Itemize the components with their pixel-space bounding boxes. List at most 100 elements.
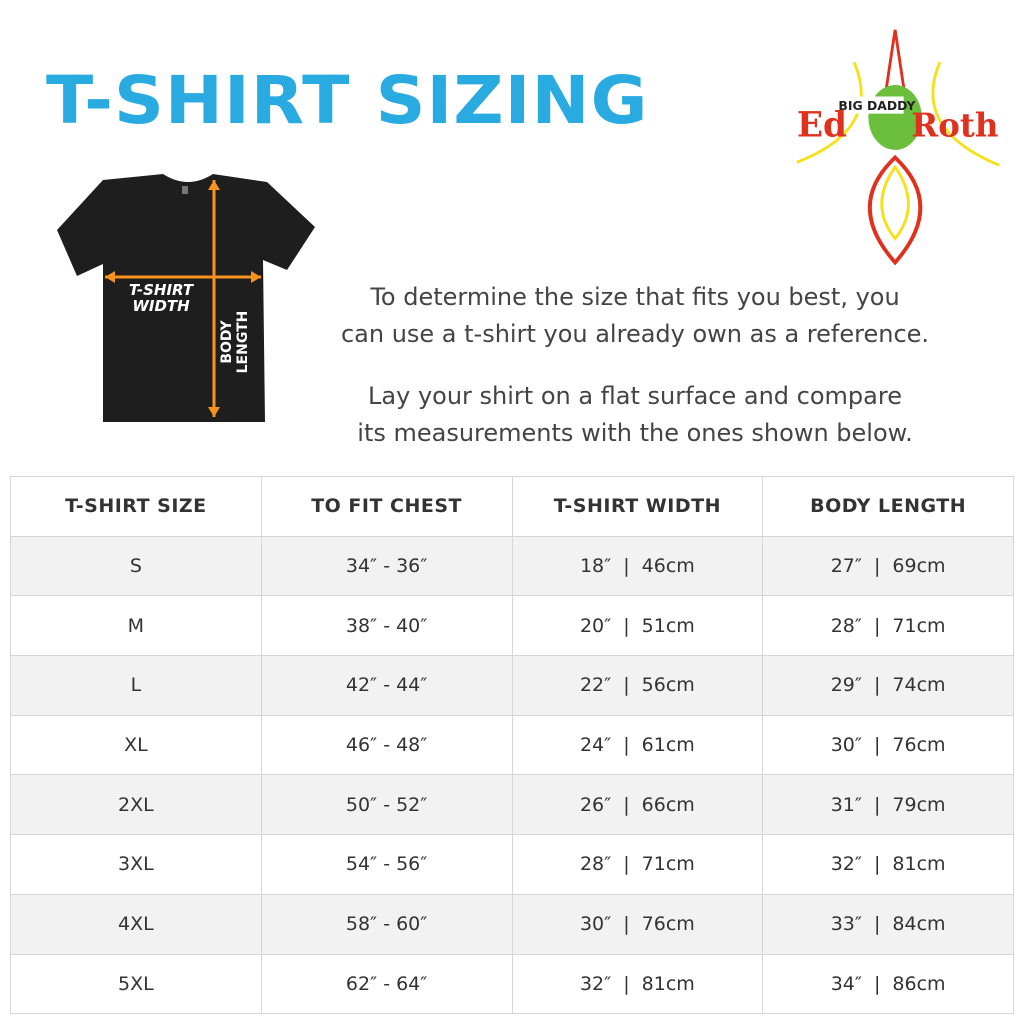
tshirt-shape (57, 174, 315, 422)
intro-line: can use a t-shirt you already own as a r… (340, 320, 930, 348)
cell-width: 28″ | 71cm (511, 834, 764, 895)
length-cm: 71cm (892, 614, 946, 637)
svg-text:BIG DADDY: BIG DADDY (838, 98, 916, 113)
separator: | (873, 853, 881, 876)
width-in: 24″ (579, 734, 612, 757)
header-width: T-SHIRT WIDTH (511, 476, 764, 537)
cell-chest: 46″ - 48″ (260, 714, 513, 776)
cell-chest: 34″ - 36″ (260, 535, 513, 597)
cell-length: 32″ | 81cm (762, 834, 1014, 895)
width-in: 18″ (579, 555, 612, 578)
length-in: 30″ (830, 734, 862, 757)
cell-chest: 50″ - 52″ (260, 774, 513, 836)
length-in: 27″ (830, 555, 862, 578)
length-cm: 81cm (892, 853, 946, 876)
width-in: 22″ (579, 674, 612, 697)
cell-chest: 42″ - 44″ (260, 655, 513, 716)
width-cm: 61cm (641, 734, 695, 757)
header-length: BODY LENGTH (762, 476, 1014, 537)
tshirt-diagram: T-SHIRT WIDTH BODY LENGTH (57, 174, 315, 422)
width-cm: 46cm (641, 555, 695, 578)
width-label-2: WIDTH (132, 297, 190, 315)
length-cm: 74cm (892, 674, 946, 697)
table-row: XL 46″ - 48″ 24″ | 61cm 30″ | 76cm (10, 714, 1014, 776)
length-in: 32″ (830, 853, 862, 876)
separator: | (623, 674, 630, 697)
intro-paragraph-1: To determine the size that fits you best… (300, 279, 970, 353)
cell-width: 24″ | 61cm (511, 714, 764, 776)
length-in: 31″ (830, 793, 862, 816)
arrows-icon (105, 180, 261, 417)
cell-size: XL (10, 714, 262, 776)
cell-width: 18″ | 46cm (511, 535, 764, 597)
table-row: 2XL 50″ - 52″ 26″ | 66cm 31″ | 79cm (10, 774, 1014, 836)
length-label-1: BODY (219, 319, 235, 363)
cell-size: S (10, 535, 262, 597)
length-cm: 79cm (892, 793, 946, 816)
width-cm: 81cm (641, 972, 695, 995)
separator: | (623, 555, 630, 578)
length-cm: 86cm (892, 972, 946, 995)
page-title: T-SHIRT SIZING (46, 62, 649, 139)
cell-width: 26″ | 66cm (511, 774, 764, 836)
header-chest: TO FIT CHEST (260, 476, 513, 537)
intro-line: Lay your shirt on a flat surface and com… (368, 382, 902, 410)
separator: | (873, 734, 881, 757)
separator: | (873, 674, 881, 697)
length-in: 28″ (830, 614, 862, 637)
cell-size: 2XL (10, 774, 262, 836)
size-table: T-SHIRT SIZE TO FIT CHEST T-SHIRT WIDTH … (10, 476, 1014, 1015)
table-row: S 34″ - 36″ 18″ | 46cm 27″ | 69cm (10, 535, 1014, 597)
cell-size: L (10, 655, 262, 716)
width-cm: 66cm (641, 793, 695, 816)
table-row: 5XL 62″ - 64″ 32″ | 81cm 34″ | 86cm (10, 953, 1014, 1015)
separator: | (873, 614, 881, 637)
table-row: 4XL 58″ - 60″ 30″ | 76cm 33″ | 84cm (10, 893, 1014, 955)
separator: | (623, 793, 630, 816)
intro-line: To determine the size that fits you best… (370, 283, 900, 311)
length-cm: 84cm (892, 913, 946, 936)
cell-length: 33″ | 84cm (762, 893, 1014, 955)
cell-chest: 38″ - 40″ (260, 595, 513, 657)
length-in: 29″ (830, 674, 862, 697)
width-in: 26″ (579, 793, 612, 816)
separator: | (873, 555, 881, 578)
separator: | (873, 913, 881, 936)
cell-chest: 58″ - 60″ (260, 893, 513, 955)
cell-size: M (10, 595, 262, 657)
separator: | (623, 734, 630, 757)
table-row: M 38″ - 40″ 20″ | 51cm 28″ | 71cm (10, 595, 1014, 657)
header-size: T-SHIRT SIZE (10, 476, 262, 537)
length-in: 33″ (830, 913, 862, 936)
cell-width: 32″ | 81cm (511, 953, 764, 1015)
svg-text:Roth: Roth (911, 107, 998, 145)
cell-size: 3XL (10, 834, 262, 895)
separator: | (623, 853, 630, 876)
separator: | (873, 793, 881, 816)
cell-chest: 62″ - 64″ (260, 953, 513, 1015)
width-in: 20″ (579, 614, 612, 637)
svg-text:Ed: Ed (797, 106, 847, 146)
cell-size: 4XL (10, 893, 262, 955)
width-cm: 56cm (641, 674, 695, 697)
intro-line: its measurements with the ones shown bel… (357, 419, 913, 447)
separator: | (623, 614, 630, 637)
cell-chest: 54″ - 56″ (260, 834, 513, 895)
length-label-2: LENGTH (235, 311, 251, 374)
length-in: 34″ (830, 972, 862, 995)
table-header-row: T-SHIRT SIZE TO FIT CHEST T-SHIRT WIDTH … (10, 476, 1014, 537)
cell-size: 5XL (10, 953, 262, 1015)
length-cm: 69cm (892, 555, 946, 578)
table-row: L 42″ - 44″ 22″ | 56cm 29″ | 74cm (10, 655, 1014, 716)
width-label-1: T-SHIRT (129, 281, 195, 299)
length-cm: 76cm (892, 734, 946, 757)
separator: | (873, 972, 881, 995)
cell-width: 30″ | 76cm (511, 893, 764, 955)
cell-length: 28″ | 71cm (762, 595, 1014, 657)
cell-width: 22″ | 56cm (511, 655, 764, 716)
cell-length: 31″ | 79cm (762, 774, 1014, 836)
cell-length: 29″ | 74cm (762, 655, 1014, 716)
width-cm: 76cm (641, 913, 695, 936)
separator: | (623, 913, 630, 936)
table-row: 3XL 54″ - 56″ 28″ | 71cm 32″ | 81cm (10, 834, 1014, 895)
